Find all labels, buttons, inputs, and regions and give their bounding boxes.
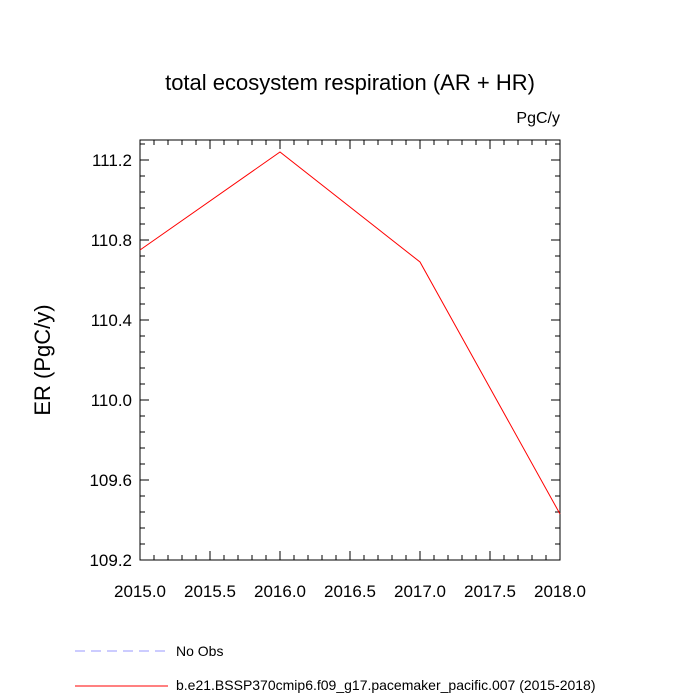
series-line <box>139 151 561 515</box>
x-tick-label: 2015.5 <box>184 582 236 601</box>
axis-ticks: 109.2 109.6 110.0 110.4 110.8 111.2 2015.0 2015… <box>89 140 586 601</box>
units-label: PgC/y <box>516 110 560 127</box>
x-tick-label: 2018.0 <box>534 582 586 601</box>
legend: No Obs b.e21.BSSP370cmip6.f09_g17.pacema… <box>75 643 596 693</box>
y-tick-label: 110.4 <box>91 311 132 330</box>
legend-label-no-obs: No Obs <box>176 643 223 659</box>
legend-label-model: b.e21.BSSP370cmip6.f09_g17.pacemaker_pac… <box>176 677 596 693</box>
y-axis-label: ER (PgC/y) <box>30 304 55 415</box>
y-tick-label: 110.8 <box>91 231 132 250</box>
y-tick-label: 111.2 <box>92 151 132 170</box>
x-tick-label: 2016.5 <box>324 582 376 601</box>
x-tick-label: 2016.0 <box>254 582 306 601</box>
x-tick-label: 2017.5 <box>464 582 516 601</box>
y-tick-label: 109.2 <box>89 551 132 570</box>
chart-title: total ecosystem respiration (AR + HR) <box>165 70 535 95</box>
series-group <box>139 151 561 515</box>
plot-frame <box>139 139 561 561</box>
y-tick-label: 109.6 <box>89 471 132 490</box>
x-tick-label: 2017.0 <box>394 582 446 601</box>
x-tick-label: 2015.0 <box>114 582 166 601</box>
y-tick-label: 110.0 <box>91 391 132 410</box>
